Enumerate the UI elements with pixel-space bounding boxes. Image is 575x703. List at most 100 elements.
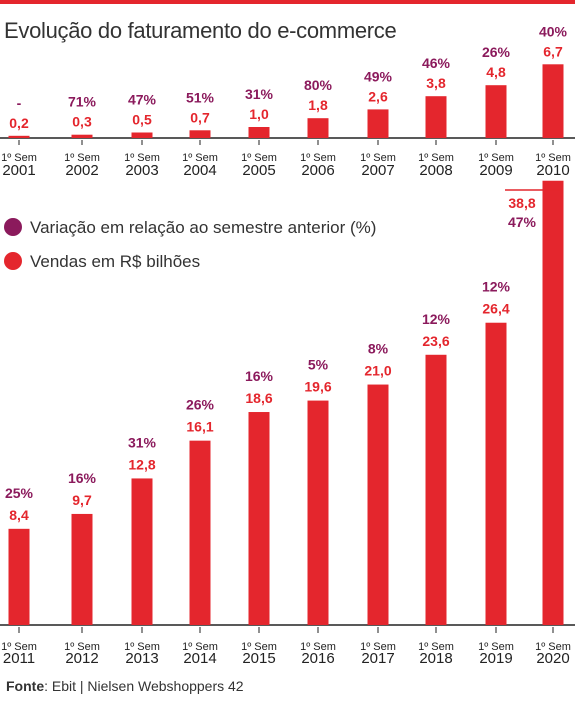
x-tick-period-label: 1º Sem bbox=[182, 152, 218, 164]
x-tick-period-label: 1º Sem bbox=[478, 641, 514, 653]
x-tick-period-label: 1º Sem bbox=[535, 152, 571, 164]
x-tick-label: 2012 bbox=[65, 650, 98, 667]
x-tick-period-label: 1º Sem bbox=[64, 152, 100, 164]
data-label-percent: 26% bbox=[482, 44, 511, 60]
x-tick-label: 2015 bbox=[242, 650, 275, 667]
x-tick-period-label: 1º Sem bbox=[64, 641, 100, 653]
data-label-percent: - bbox=[17, 95, 22, 111]
data-label-percent: 26% bbox=[186, 397, 215, 413]
data-label-percent: 8% bbox=[368, 341, 389, 357]
data-label-value: 4,8 bbox=[486, 64, 506, 80]
bar bbox=[367, 109, 389, 138]
x-tick-label: 2010 bbox=[536, 162, 569, 179]
bar bbox=[131, 132, 153, 138]
bar bbox=[367, 384, 389, 625]
x-tick-label: 2001 bbox=[2, 162, 35, 179]
x-tick-label: 2011 bbox=[3, 650, 35, 667]
data-label-percent: 31% bbox=[128, 434, 157, 450]
x-tick-period-label: 1º Sem bbox=[360, 152, 396, 164]
x-tick-period-label: 1º Sem bbox=[478, 152, 514, 164]
bar bbox=[425, 354, 447, 625]
data-label-percent: 46% bbox=[422, 55, 451, 71]
data-label-percent: 51% bbox=[186, 89, 215, 105]
data-label-percent: 47% bbox=[508, 214, 537, 230]
x-tick-period-label: 1º Sem bbox=[300, 641, 336, 653]
bar bbox=[8, 528, 30, 625]
data-label-percent: 16% bbox=[245, 368, 274, 384]
data-label-value: 12,8 bbox=[128, 456, 155, 472]
legend-item-sales: Vendas em R$ bilhões bbox=[4, 252, 200, 272]
data-label-value: 1,8 bbox=[308, 97, 328, 113]
source-label: Fonte bbox=[6, 678, 45, 694]
bar bbox=[542, 64, 564, 138]
data-label-value: 1,0 bbox=[249, 106, 269, 122]
data-label-percent: 40% bbox=[539, 23, 568, 39]
data-label-value: 0,2 bbox=[9, 115, 29, 131]
data-label-value: 16,1 bbox=[186, 419, 213, 435]
x-tick-period-label: 1º Sem bbox=[535, 641, 571, 653]
x-tick-label: 2004 bbox=[183, 162, 216, 179]
bar bbox=[189, 440, 211, 625]
bar bbox=[71, 513, 93, 625]
bar bbox=[189, 130, 211, 138]
bar bbox=[542, 180, 564, 626]
data-label-value: 19,6 bbox=[304, 379, 331, 395]
x-tick-label: 2016 bbox=[301, 650, 334, 667]
legend-dot-sales bbox=[4, 252, 22, 270]
x-tick-label: 2002 bbox=[65, 162, 98, 179]
x-tick-label: 2017 bbox=[361, 650, 394, 667]
legend-dot-percent bbox=[4, 218, 22, 236]
legend-item-percent: Variação em relação ao semestre anterior… bbox=[4, 218, 376, 238]
x-tick-period-label: 1º Sem bbox=[124, 152, 160, 164]
bar bbox=[307, 118, 329, 138]
data-label-percent: 47% bbox=[128, 92, 157, 108]
x-tick-label: 2008 bbox=[419, 162, 452, 179]
bar bbox=[131, 478, 153, 625]
bar bbox=[485, 322, 507, 625]
bar bbox=[71, 134, 93, 138]
data-label-percent: 80% bbox=[304, 77, 333, 93]
x-tick-label: 2018 bbox=[419, 650, 452, 667]
x-tick-label: 2019 bbox=[479, 650, 512, 667]
top-rule bbox=[0, 0, 575, 4]
bar bbox=[307, 400, 329, 625]
data-label-percent: 49% bbox=[364, 68, 393, 84]
x-tick-label: 2009 bbox=[479, 162, 512, 179]
x-tick-period-label: 1º Sem bbox=[241, 152, 277, 164]
legend-label-percent: Variação em relação ao semestre anterior… bbox=[30, 218, 377, 237]
x-tick-period-label: 1º Sem bbox=[300, 152, 336, 164]
x-tick-label: 2014 bbox=[183, 650, 216, 667]
data-label-value: 2,6 bbox=[368, 88, 388, 104]
x-tick-period-label: 1º Sem bbox=[418, 152, 454, 164]
data-label-percent: 71% bbox=[68, 94, 97, 110]
bar bbox=[485, 85, 507, 138]
data-label-percent: 31% bbox=[245, 86, 274, 102]
bar bbox=[425, 96, 447, 138]
data-label-value: 0,3 bbox=[72, 114, 92, 130]
x-tick-label: 2013 bbox=[125, 650, 158, 667]
x-tick-label: 2005 bbox=[242, 162, 275, 179]
bar bbox=[248, 412, 270, 625]
data-label-value: 9,7 bbox=[72, 492, 92, 508]
x-tick-period-label: 1º Sem bbox=[1, 152, 37, 164]
data-label-value: 38,8 bbox=[508, 195, 535, 211]
data-label-value: 23,6 bbox=[422, 333, 449, 349]
source-note: Fonte: Ebit | Nielsen Webshoppers 42 bbox=[6, 678, 244, 694]
bar bbox=[248, 127, 270, 138]
data-label-percent: 16% bbox=[68, 470, 97, 486]
data-label-value: 26,4 bbox=[482, 301, 509, 317]
data-label-value: 0,5 bbox=[132, 112, 152, 128]
bar bbox=[8, 135, 30, 138]
data-label-value: 21,0 bbox=[364, 363, 391, 379]
x-tick-label: 2003 bbox=[125, 162, 158, 179]
data-label-percent: 12% bbox=[482, 279, 511, 295]
data-label-value: 18,6 bbox=[245, 390, 272, 406]
source-text: : Ebit | Nielsen Webshoppers 42 bbox=[44, 678, 244, 694]
x-tick-period-label: 1º Sem bbox=[124, 641, 160, 653]
data-label-percent: 25% bbox=[5, 485, 34, 501]
data-label-percent: 12% bbox=[422, 311, 451, 327]
x-tick-label: 2020 bbox=[536, 650, 569, 667]
data-label-value: 6,7 bbox=[543, 43, 563, 59]
chart-title: Evolução do faturamento do e-commerce bbox=[4, 18, 397, 43]
